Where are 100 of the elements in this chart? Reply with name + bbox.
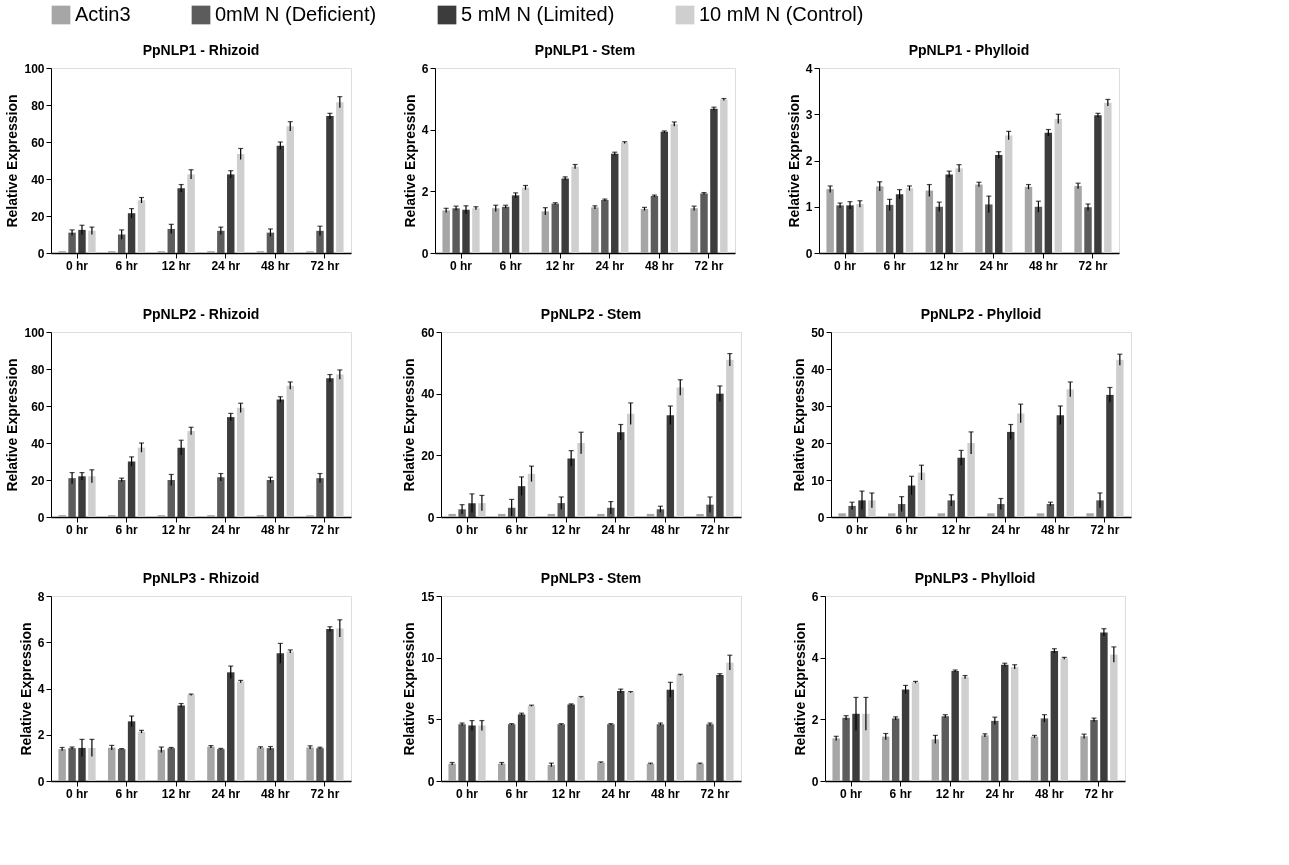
x-tick-label: 48 hr [1029,258,1059,273]
x-tick-label: 24 hr [601,786,631,801]
x-tick-label: 12 hr [161,258,191,273]
y-tick-label: 4 [421,123,429,138]
x-tick-label: 6 hr [895,522,918,537]
x-tick-label: 48 hr [261,522,291,537]
x-tick-label: 72 hr [310,522,340,537]
y-tick-label: 20 [31,209,45,224]
x-tick-label: 72 hr [700,786,730,801]
chart-title: PpNLP2 - Phylloid [920,306,1042,322]
y-axis-title: Relative Expression [17,622,34,756]
y-tick-label: 4 [805,61,813,76]
x-tick-label: 24 hr [985,786,1015,801]
chart-title: PpNLP2 - Stem [540,306,642,322]
chart-title: PpNLP3 - Rhizoid [142,570,260,586]
y-axis-title: Relative Expression [4,94,21,228]
x-tick-label: 12 hr [545,258,575,273]
x-tick-label: 6 hr [505,786,528,801]
x-tick-label: 6 hr [115,258,138,273]
y-axis-title: Relative Expression [401,94,418,228]
y-axis-title: Relative Expression [791,622,808,756]
legend-label: 0mM N (Deficient) [215,3,377,25]
y-tick-label: 0 [811,774,819,789]
y-tick-label: 50 [811,325,825,340]
y-tick-label: 4 [811,651,819,666]
x-tick-label: 72 hr [310,258,340,273]
x-tick-label: 12 hr [161,786,191,801]
y-tick-label: 20 [31,473,45,488]
y-axis-title: Relative Expression [401,622,418,756]
y-tick-label: 6 [811,589,819,604]
y-tick-label: 10 [811,473,825,488]
x-tick-label: 0 hr [66,786,89,801]
x-tick-label: 6 hr [499,258,522,273]
x-tick-label: 48 hr [261,786,291,801]
y-tick-label: 10 [421,651,435,666]
x-tick-label: 0 hr [456,522,479,537]
x-tick-label: 48 hr [645,258,675,273]
x-tick-label: 24 hr [979,258,1009,273]
x-tick-label: 6 hr [115,786,138,801]
x-tick-label: 0 hr [456,786,479,801]
y-tick-label: 2 [421,184,429,199]
y-tick-label: 100 [24,325,45,340]
y-tick-label: 0 [37,246,45,261]
y-tick-label: 100 [24,61,45,76]
x-tick-label: 0 hr [450,258,473,273]
y-tick-label: 6 [37,635,45,650]
x-tick-label: 0 hr [66,522,89,537]
y-tick-label: 3 [805,107,813,122]
legend-label: 10 mM N (Control) [699,3,864,25]
x-tick-label: 6 hr [883,258,906,273]
x-tick-label: 6 hr [505,522,528,537]
y-tick-label: 0 [817,510,825,525]
y-tick-label: 20 [811,436,825,451]
y-tick-label: 0 [427,774,435,789]
y-tick-label: 60 [31,135,45,150]
y-tick-label: 40 [811,362,825,377]
chart-title: PpNLP1 - Stem [534,42,636,58]
x-tick-label: 72 hr [1090,522,1120,537]
y-tick-label: 60 [421,325,435,340]
y-axis-title: Relative Expression [401,358,418,492]
y-axis-title: Relative Expression [4,358,21,492]
y-tick-label: 1 [805,200,813,215]
y-tick-label: 80 [31,362,45,377]
y-tick-label: 40 [421,387,435,402]
y-tick-label: 5 [427,712,435,727]
y-tick-label: 40 [31,172,45,187]
y-tick-label: 20 [421,448,435,463]
x-tick-label: 6 hr [889,786,912,801]
x-tick-label: 12 hr [551,786,581,801]
chart-title: PpNLP1 - Phylloid [908,42,1030,58]
y-tick-label: 80 [31,98,45,113]
legend-label: 5 mM N (Limited) [461,3,615,25]
chart-title: PpNLP3 - Phylloid [914,570,1036,586]
x-tick-label: 24 hr [211,786,241,801]
y-tick-label: 0 [37,510,45,525]
x-tick-label: 48 hr [651,786,681,801]
y-tick-label: 0 [805,246,813,261]
x-tick-label: 12 hr [929,258,959,273]
chart-title: PpNLP3 - Stem [540,570,642,586]
x-tick-label: 72 hr [1078,258,1108,273]
y-tick-label: 40 [31,436,45,451]
y-tick-label: 15 [421,589,435,604]
y-tick-label: 0 [427,510,435,525]
x-tick-label: 24 hr [595,258,625,273]
y-tick-label: 2 [811,712,819,727]
y-tick-label: 0 [421,246,429,261]
y-tick-label: 2 [805,154,813,168]
x-tick-label: 12 hr [551,522,581,537]
y-tick-label: 4 [37,682,45,696]
x-tick-label: 24 hr [601,522,631,537]
x-tick-label: 0 hr [840,786,863,801]
x-tick-label: 6 hr [115,522,138,537]
x-tick-label: 48 hr [1041,522,1071,537]
chart-title: PpNLP2 - Rhizoid [142,306,260,322]
x-tick-label: 72 hr [694,258,724,273]
chart-title: PpNLP1 - Rhizoid [142,42,260,58]
y-axis-title: Relative Expression [785,94,802,228]
x-tick-label: 48 hr [651,522,681,537]
y-tick-label: 0 [37,774,45,789]
x-tick-label: 0 hr [66,258,89,273]
